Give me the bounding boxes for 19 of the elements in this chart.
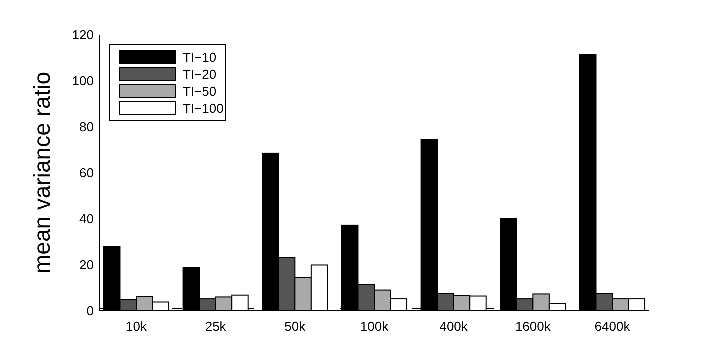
x-tick-label: 50k <box>284 319 306 334</box>
y-tick-label: 100 <box>72 74 94 89</box>
y-tick-label: 120 <box>72 28 94 43</box>
y-axis-title: mean variance ratio <box>29 72 55 274</box>
legend-label: TI−100 <box>183 101 224 116</box>
legend-label: TI−50 <box>183 84 217 100</box>
y-tick-label: 40 <box>80 212 94 227</box>
x-tick-label: 25k <box>205 319 227 334</box>
y-tick-label: 0 <box>86 304 94 319</box>
y-tick-label: 60 <box>80 166 94 181</box>
x-tick-label: 10k <box>126 319 148 334</box>
x-tick-label: 400k <box>440 319 468 334</box>
y-tick-label: 20 <box>80 258 94 273</box>
x-tick-label: 6400k <box>594 319 631 334</box>
x-tick-label: 1600k <box>515 319 552 334</box>
y-tick-label: 80 <box>80 120 94 135</box>
legend-label: TI−10 <box>183 50 217 66</box>
x-tick-label: 100k <box>360 319 390 334</box>
legend-label: TI−20 <box>183 67 217 82</box>
